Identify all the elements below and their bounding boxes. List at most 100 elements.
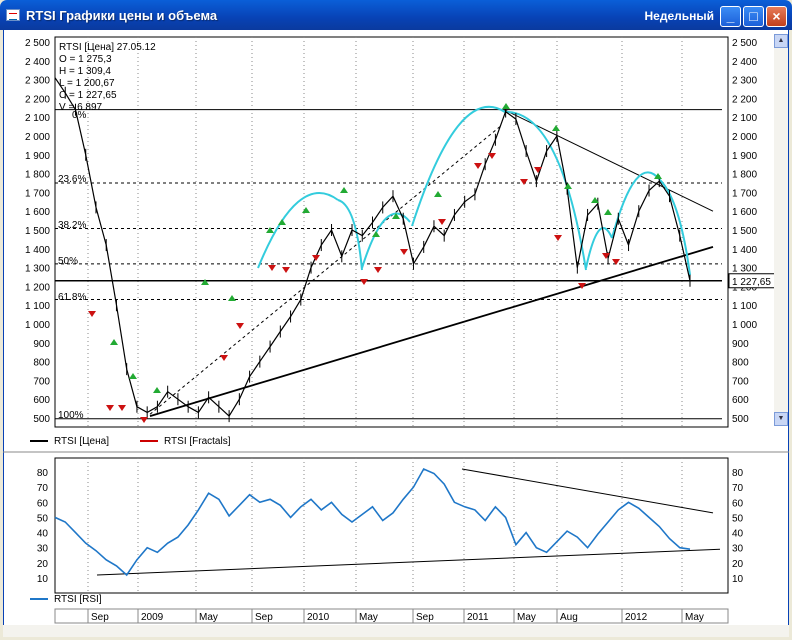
fractal-down-marker [554,235,562,241]
fractal-down-marker [312,255,320,261]
time-axis-label: 2012 [625,612,648,623]
cyan-arc [585,227,613,269]
rsi-y-tick-left: 30 [37,544,49,555]
fractal-up-marker [129,373,137,379]
fractal-down-marker [578,283,586,289]
rsi-support-trendline [96,548,721,576]
fractal-down-marker [520,179,528,185]
price-y-tick-left: 1 300 [25,264,50,275]
period-label: Недельный [644,9,714,23]
rsi-y-tick-right: 60 [732,498,744,509]
rsi-y-tick-left: 10 [37,574,49,585]
price-y-tick-left: 2 300 [25,76,50,87]
price-y-tick-left: 800 [33,358,50,369]
time-axis-label: Sep [416,612,434,623]
rsi-y-tick-right: 80 [732,468,744,479]
rsi-y-tick-left: 20 [37,559,49,570]
cyan-arc [611,171,661,239]
price-y-tick-left: 2 100 [25,113,50,124]
fractal-down-marker [268,265,276,271]
horizontal-scrollbar[interactable] [3,625,789,637]
price-legend: RTSI [Цена] [30,436,109,447]
price-y-tick-left: 1 900 [25,151,50,162]
fractal-up-marker [302,207,310,213]
fractal-up-marker [564,183,572,189]
fib-level-label: 23.6% [58,174,86,185]
price-y-tick-right: 1 000 [732,320,757,331]
price-y-tick-left: 1 200 [25,282,50,293]
fractal-up-marker [502,103,510,109]
chart-app-icon[interactable] [6,9,20,21]
fractals-legend-swatch [140,440,158,443]
scroll-up-arrow[interactable]: ▲ [774,34,788,48]
scroll-down-arrow[interactable]: ▼ [774,412,788,426]
price-y-tick-left: 500 [33,414,50,425]
time-axis-label: May [199,612,218,623]
price-y-tick-right: 900 [732,339,749,350]
price-y-tick-left: 1 000 [25,320,50,331]
fractal-up-marker [591,197,599,203]
ohlc-info-line: O = 1 275,3 [59,54,112,65]
fractal-up-marker [228,295,236,301]
price-y-tick-right: 2 500 [732,38,757,49]
title-bar[interactable]: RTSI Графики цены и объема Недельный _ □… [0,0,792,30]
rsi-plot-frame [54,457,729,594]
time-axis-label: 2009 [141,612,164,623]
close-button[interactable]: × [766,6,787,27]
rsi-y-tick-right: 50 [732,513,744,524]
vertical-scrollbar[interactable]: ▲ ▼ [774,34,788,426]
price-y-tick-left: 1 500 [25,226,50,237]
price-y-tick-left: 1 800 [25,170,50,181]
window-title: RTSI Графики цены и объема [26,8,218,23]
price-resistance-trendline [503,109,714,212]
rsi-legend-swatch [30,598,48,601]
ohlc-info-line: RTSI [Цена] 27.05.12 [59,42,156,53]
cyan-arc [337,199,363,271]
price-y-tick-right: 1 600 [732,207,757,218]
price-y-tick-right: 2 300 [732,76,757,87]
rsi-series-line [54,467,691,577]
fractal-down-marker [612,259,620,265]
fractal-down-marker [106,405,114,411]
minimize-button[interactable]: _ [720,6,741,27]
rsi-y-tick-left: 80 [37,468,49,479]
price-y-tick-right: 2 400 [732,57,757,68]
cyan-arc [504,110,587,271]
rsi-legend: RTSI [RSI] [30,594,102,605]
rsi-y-tick-left: 70 [37,483,49,494]
cyan-arc [257,192,339,269]
fractal-down-marker [534,167,542,173]
maximize-button[interactable]: □ [743,6,764,27]
price-y-tick-left: 700 [33,376,50,387]
fractal-up-marker [201,279,209,285]
fractal-down-marker [118,405,126,411]
price-y-tick-left: 2 200 [25,94,50,105]
cyan-arc [361,212,411,269]
fractal-down-marker [602,253,610,259]
time-axis-label: Aug [560,612,578,623]
maximize-icon: □ [749,8,758,24]
rsi-y-tick-left: 40 [37,529,49,540]
fractal-down-marker [374,267,382,273]
rsi-y-tick-left: 50 [37,513,49,524]
fractal-down-marker [236,323,244,329]
ohlc-info-line: V = 6 897 [59,102,103,113]
time-axis-label: 2011 [467,612,489,623]
time-axis-label: Sep [91,612,109,623]
fractal-up-marker [110,339,118,345]
price-y-tick-right: 500 [732,414,749,425]
price-y-tick-left: 2 500 [25,38,50,49]
fractal-down-marker [488,153,496,159]
price-y-tick-right: 2 200 [732,94,757,105]
time-axis-frame [54,608,729,624]
fractals-legend-label: RTSI [Fractals] [164,436,231,447]
ohlc-info-line: L = 1 200,67 [59,78,115,89]
fractals-legend: RTSI [Fractals] [140,436,231,447]
fractal-up-marker [654,173,662,179]
fractal-down-marker [400,249,408,255]
price-y-tick-right: 1 900 [732,151,757,162]
ohlc-info-line: H = 1 309,4 [59,66,111,77]
price-y-tick-right: 2 100 [732,113,757,124]
rsi-y-tick-right: 40 [732,529,744,540]
